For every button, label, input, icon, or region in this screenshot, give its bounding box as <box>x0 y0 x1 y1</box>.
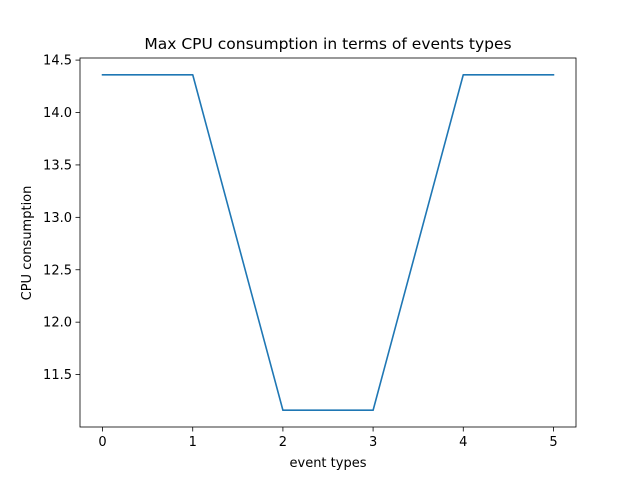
x-tick-label: 5 <box>549 435 557 450</box>
x-axis: 0 1 2 3 4 5 <box>98 427 558 450</box>
y-tick-label: 13.5 <box>43 158 72 173</box>
x-tick-label: 4 <box>459 435 467 450</box>
x-axis-title: event types <box>290 456 367 471</box>
series-line <box>101 73 555 412</box>
y-tick-label: 12.5 <box>43 263 72 278</box>
x-tick-label: 3 <box>369 435 377 450</box>
y-tick-label: 12.0 <box>43 316 72 331</box>
x-tick-label: 1 <box>189 435 197 450</box>
chart-title: Max CPU consumption in terms of events t… <box>144 35 511 53</box>
x-tick-label: 2 <box>279 435 287 450</box>
y-tick-label: 14.0 <box>43 106 72 121</box>
y-tick-label: 13.0 <box>43 211 72 226</box>
y-axis: 11.5 12.0 12.5 13.0 13.5 14.0 14.5 <box>43 54 80 383</box>
y-axis-title: CPU consumption <box>20 186 35 301</box>
y-tick-label: 11.5 <box>43 368 72 383</box>
plot-area: 0 1 2 3 4 5 11.5 12.0 12.5 13.0 13.5 14.0 14.5 <box>43 54 577 450</box>
series-layer <box>101 73 555 412</box>
y-tick-label: 14.5 <box>43 54 72 69</box>
x-tick-label: 0 <box>98 435 106 450</box>
plot-frame <box>79 57 577 428</box>
